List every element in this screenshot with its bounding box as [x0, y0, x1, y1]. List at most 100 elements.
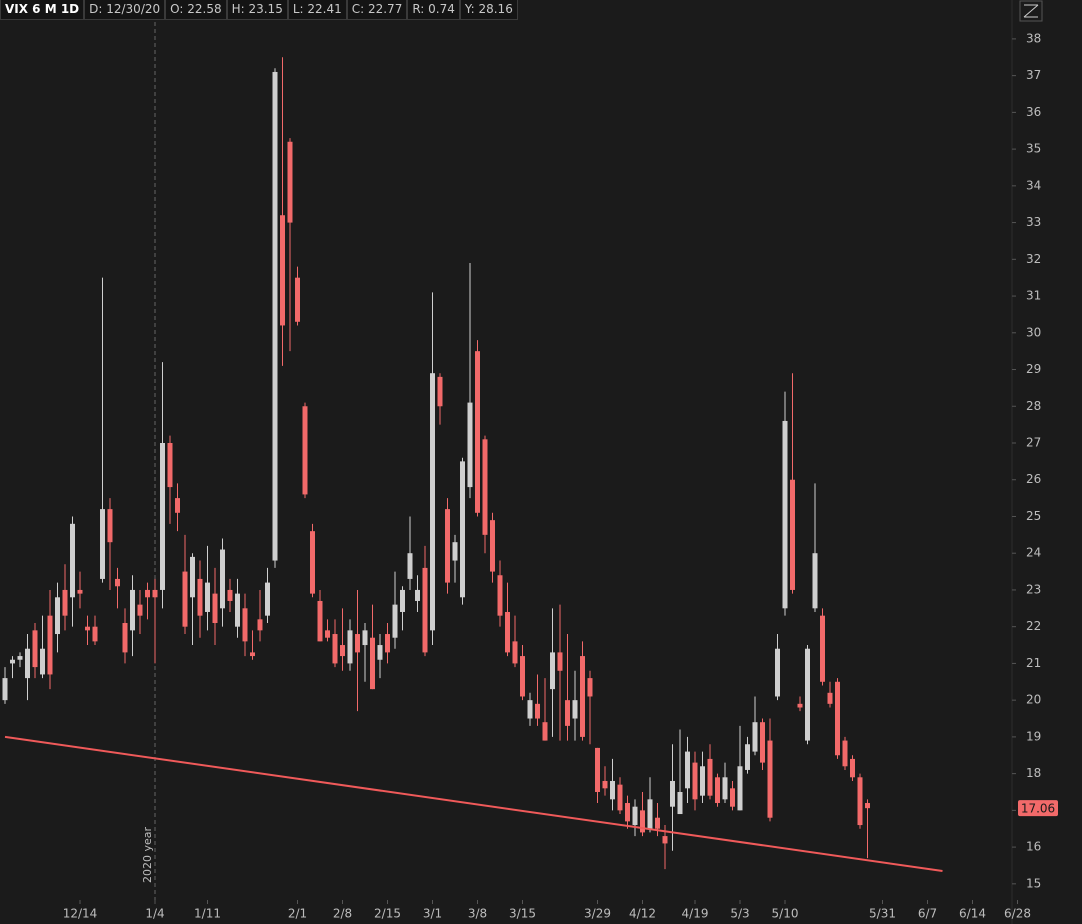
candle-body [250, 652, 255, 657]
candle-body [160, 442, 165, 590]
candle-body [325, 630, 330, 638]
candle-body [790, 479, 795, 590]
icon-glyph [1023, 4, 1039, 18]
last-price-label: 17.06 [1021, 802, 1055, 816]
readout-field: C: 22.77 [346, 0, 408, 20]
candle-body [475, 351, 480, 513]
x-tick-label: 2/1 [288, 907, 307, 921]
candle-body [422, 567, 428, 653]
candle-body [370, 637, 375, 690]
readout-field: Y: 28.16 [459, 0, 518, 20]
readout-field: O: 22.58 [165, 0, 227, 20]
candle-body [175, 498, 180, 513]
candle-body [835, 681, 840, 756]
candle-body [467, 402, 473, 488]
candle-body [2, 678, 8, 701]
y-tick-label: 35 [1026, 142, 1041, 156]
candle-body [715, 777, 720, 804]
candle-body [625, 803, 630, 822]
candle-body [377, 645, 383, 660]
candle-body [332, 634, 338, 664]
y-tick-label: 24 [1026, 546, 1041, 560]
y-tick-label: 22 [1026, 619, 1041, 633]
candle-body [145, 589, 150, 598]
drawing-tool-icon[interactable] [1019, 0, 1043, 22]
y-tick-label: 31 [1026, 289, 1041, 303]
trendline [4, 735, 943, 872]
y-tick-label: 23 [1026, 582, 1041, 596]
candle-body [430, 373, 435, 631]
candle-body [100, 509, 105, 579]
candle-body [355, 634, 360, 653]
readout-field: D: 12/30/20 [84, 0, 166, 20]
candle-body [805, 648, 810, 741]
candle-body [362, 630, 368, 646]
candle-body [617, 784, 623, 811]
candle-body [340, 645, 345, 657]
x-tick-label: 6/14 [959, 907, 986, 921]
candle-body [77, 589, 83, 594]
x-tick-label: 2/8 [333, 907, 352, 921]
candle-body [130, 589, 135, 631]
candle-body [542, 722, 548, 741]
candle-body [445, 509, 450, 583]
candle-body [497, 575, 503, 616]
y-tick-label: 26 [1026, 472, 1041, 486]
year-annotation: 2020 year [141, 827, 154, 884]
candle-body [662, 836, 668, 844]
y-tick-label: 16 [1026, 840, 1041, 854]
candle-body [707, 758, 713, 796]
candle-body [182, 571, 188, 627]
candle-body [775, 648, 780, 697]
candle-body [10, 659, 15, 664]
candle-body [647, 799, 653, 829]
x-tick-label: 2/15 [374, 907, 401, 921]
y-tick-label: 36 [1026, 105, 1041, 119]
candle-body [407, 553, 413, 579]
candle-body [572, 700, 578, 719]
y-tick-label: 20 [1026, 693, 1041, 707]
x-tick-label: 1/4 [145, 907, 164, 921]
candle-body [122, 623, 128, 653]
candle-body [587, 678, 593, 697]
candle-body [437, 376, 443, 407]
candle-body [25, 648, 30, 679]
y-tick-label: 33 [1026, 215, 1041, 229]
candle-body [92, 626, 98, 642]
y-tick-label: 27 [1026, 435, 1041, 449]
x-tick-label: 3/15 [509, 907, 536, 921]
x-tick-label: 3/29 [584, 907, 611, 921]
candle-body [257, 619, 263, 631]
x-tick-label: 4/12 [629, 907, 656, 921]
candle-body [167, 442, 173, 488]
candle-body [242, 608, 248, 642]
candle-body [670, 780, 675, 807]
y-tick-label: 30 [1026, 325, 1041, 339]
candle-body [827, 692, 833, 704]
y-tick-label: 15 [1026, 876, 1041, 890]
y-tick-label: 28 [1026, 399, 1041, 413]
y-tick-label: 37 [1026, 68, 1041, 82]
candle-body [685, 751, 690, 789]
readout-field: L: 22.41 [287, 0, 347, 20]
x-tick-label: 5/31 [869, 907, 896, 921]
candle-body [520, 656, 525, 697]
candle-body [212, 593, 218, 624]
candle-body [610, 780, 615, 800]
candle-body [550, 652, 555, 690]
candle-body [235, 593, 240, 627]
candle-body [512, 641, 518, 664]
candle-body [730, 788, 735, 807]
candle-body [595, 747, 600, 792]
candle-body [415, 589, 420, 601]
candle-body [70, 523, 75, 598]
x-tick-label: 5/3 [730, 907, 749, 921]
candle-body [317, 600, 323, 642]
candle-body [295, 277, 300, 322]
y-tick-label: 25 [1026, 509, 1041, 523]
candle-body [857, 777, 863, 826]
candle-body [797, 703, 803, 708]
symbol-label[interactable]: VIX 6 M 1D [0, 0, 85, 20]
candle-body [452, 542, 458, 561]
